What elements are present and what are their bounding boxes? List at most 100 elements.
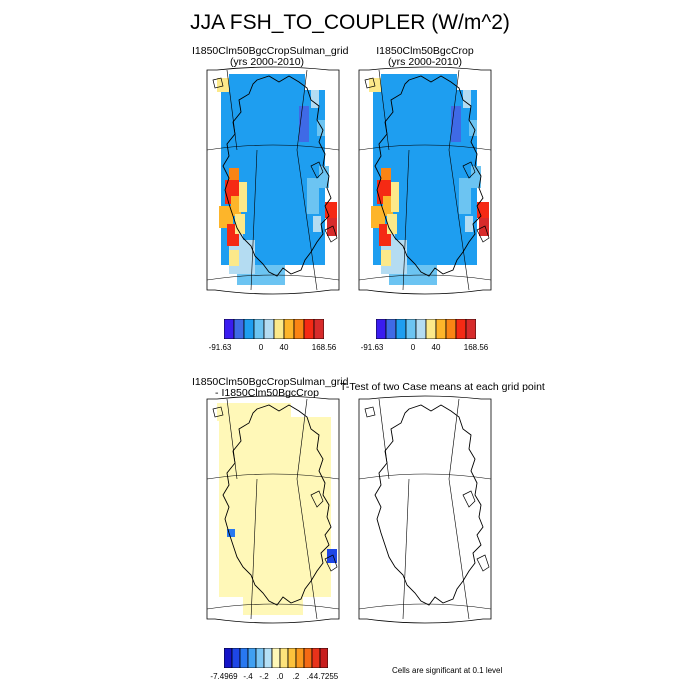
map-2-cell	[371, 206, 385, 228]
map-1-grid-line	[207, 144, 339, 151]
panel-1-title-line2: (yrs 2000-2010)	[229, 56, 305, 68]
map-3-island	[310, 490, 324, 508]
map-3-grid-line	[207, 473, 339, 480]
panel-3-title-line2: - I1850Clm50BgcCrop	[215, 387, 319, 399]
map-2-cell	[381, 250, 391, 266]
colorbar-panel-3	[224, 648, 328, 668]
map-3-cell	[327, 549, 337, 563]
colorbar-2-swatch	[455, 319, 467, 339]
colorbar-3-swatch	[295, 648, 305, 668]
map-3-cells	[217, 403, 337, 615]
map-2-graticule	[359, 69, 491, 291]
colorbar-2-swatch	[405, 319, 417, 339]
colorbar-2-label-max: 168.56	[463, 343, 489, 352]
map-4-graticule	[359, 398, 491, 620]
map-3-grid-line	[296, 478, 318, 620]
map-1-cell	[229, 250, 239, 266]
map-1-grid-line	[296, 149, 318, 291]
map-4-grid-line	[402, 478, 410, 620]
colorbar-3-swatch	[319, 648, 328, 668]
colorbar-2-label-min: -91.63	[360, 343, 384, 352]
map-1-grid-line	[250, 149, 258, 291]
colorbar-1-label-max: 168.56	[311, 343, 337, 352]
map-2-grid-line	[448, 149, 470, 291]
map-2-cell	[465, 216, 473, 232]
colorbar-panel-1	[224, 319, 324, 339]
map-2-island	[364, 77, 376, 89]
colorbar-1-swatch	[293, 319, 305, 339]
colorbar-3-label-n02: -.2	[259, 672, 269, 681]
map-3-cell	[227, 529, 235, 537]
colorbar-1-swatch	[253, 319, 265, 339]
colorbar-1-swatch	[303, 319, 315, 339]
colorbar-1-label-min: -91.63	[208, 343, 232, 352]
map-3-graticule	[207, 398, 339, 620]
map-3-cell	[219, 417, 331, 597]
map-1-cell	[235, 214, 245, 234]
colorbar-3-label-n04: -.4	[243, 672, 253, 681]
panel-3-title-line1: I1850Clm50BgcCropSulman_grid	[192, 376, 349, 388]
map-1-cell	[307, 178, 319, 214]
map-2-grid-line	[359, 274, 491, 281]
map-1-island	[212, 77, 224, 89]
map-4-grid-line	[378, 398, 390, 480]
map-4-island	[364, 406, 376, 418]
colorbar-2-swatch	[435, 319, 447, 339]
map-1-graticule	[207, 69, 339, 291]
map-1-coastline	[222, 75, 332, 277]
map-2-cell	[471, 166, 481, 188]
map-1-grid-line	[296, 69, 308, 151]
map-2-grid-line	[402, 149, 410, 291]
map-2-grid-line	[378, 69, 390, 151]
colorbar-panel-3-labels: -7.4969 -.4 -.2 .0 .2 .4 4.7255	[210, 672, 338, 682]
map-1-frame	[206, 66, 340, 295]
panel-4-title-line1: T-Test of two Case means at each grid po…	[340, 381, 545, 393]
map-1-island	[324, 225, 338, 243]
colorbar-2-swatch	[376, 319, 387, 339]
map-3-coastline	[222, 404, 332, 606]
map-2-cell	[479, 218, 489, 236]
map-1-cell	[299, 106, 309, 142]
figure-title: JJA FSH_TO_COUPLER (W/m^2)	[190, 11, 510, 34]
colorbar-1-swatch	[263, 319, 275, 339]
colorbar-2-swatch	[415, 319, 427, 339]
map-2-cell	[463, 90, 471, 108]
map-1-cell	[327, 218, 337, 236]
colorbar-3-swatch	[255, 648, 265, 668]
colorbar-3-swatch	[303, 648, 313, 668]
map-1-grid-line	[207, 274, 339, 281]
map-2-island	[476, 225, 490, 243]
map-2-cell	[459, 178, 471, 214]
colorbar-1-swatch	[243, 319, 255, 339]
map-panel-3	[206, 395, 340, 624]
panel-2-title-line2: (yrs 2000-2010)	[387, 56, 463, 68]
map-3-grid-line	[250, 478, 258, 620]
map-4-frame	[358, 395, 492, 624]
map-panel-1	[206, 66, 340, 295]
map-1-cell	[311, 90, 319, 108]
colorbar-2-swatch	[445, 319, 457, 339]
map-3-frame	[206, 395, 340, 624]
colorbar-3-label-04: .4	[306, 672, 314, 681]
colorbar-1-swatch	[283, 319, 295, 339]
map-1-cell	[319, 166, 329, 188]
colorbar-3-label-max: 4.7255	[313, 672, 339, 681]
colorbar-1-label-zero: 0	[258, 343, 264, 352]
panel-2-title: I1850Clm50BgcCrop (yrs 2000-2010)	[350, 46, 500, 68]
significance-note: Cells are significant at 0.1 level	[392, 666, 503, 675]
map-1-cell	[239, 182, 247, 212]
map-2-cells	[369, 74, 489, 285]
colorbar-2-swatch	[385, 319, 397, 339]
colorbar-3-swatch	[263, 648, 273, 668]
colorbar-2-label-40: 40	[431, 343, 441, 352]
map-1-cell	[229, 168, 239, 180]
map-2-cell	[381, 74, 457, 94]
colorbar-1-swatch	[273, 319, 285, 339]
map-1-grid-line	[226, 69, 238, 151]
map-3-grid-line	[296, 398, 308, 480]
colorbar-panel-2	[376, 319, 476, 339]
panel-1-title: I1850Clm50BgcCropSulman_grid (yrs 2000-2…	[192, 45, 349, 68]
colorbar-1-swatch	[233, 319, 245, 339]
map-2-cell	[381, 168, 391, 180]
panel-1-title-line1: I1850Clm50BgcCropSulman_grid	[192, 45, 349, 57]
